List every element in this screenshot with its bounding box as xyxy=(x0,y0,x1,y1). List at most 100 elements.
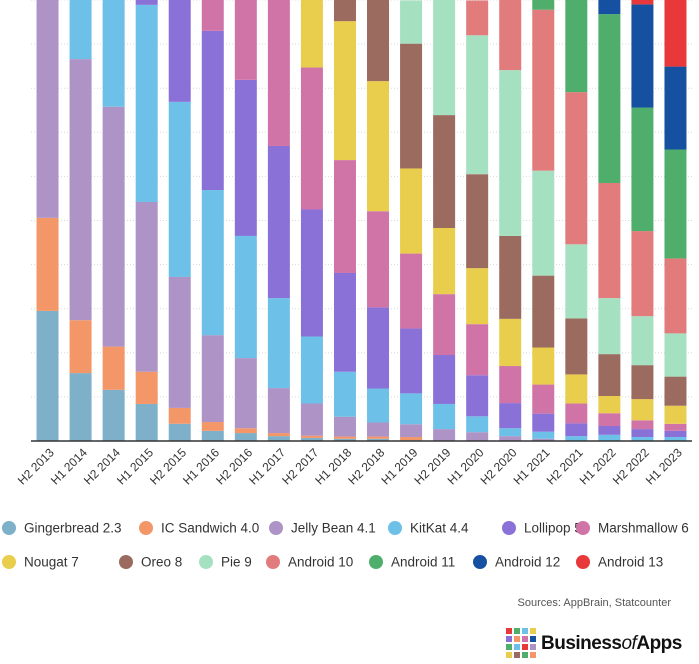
bar-segment xyxy=(69,59,92,321)
bar-segment xyxy=(598,183,621,299)
bar-segment xyxy=(367,307,390,389)
legend-marker xyxy=(576,521,590,535)
bar-segment xyxy=(201,30,224,191)
legend-marker xyxy=(2,555,16,569)
bar-segment xyxy=(433,355,456,404)
bar-segment xyxy=(367,422,390,437)
bar-segment xyxy=(168,276,191,408)
bar-segment xyxy=(598,396,621,414)
bar-segment xyxy=(565,0,588,93)
bar-segment xyxy=(532,413,555,432)
bar-segment xyxy=(201,430,224,441)
bar-segment xyxy=(664,0,687,67)
bar-segment xyxy=(631,4,654,108)
bar-segment xyxy=(333,21,356,161)
bar-segment xyxy=(532,438,555,441)
bar-segment xyxy=(598,434,621,441)
bar-segment xyxy=(135,403,158,441)
legend-label: Pie 9 xyxy=(221,555,252,570)
bar-segment xyxy=(499,428,522,437)
logo-part: Apps xyxy=(636,633,682,654)
bar-segment xyxy=(664,258,687,334)
legend-label: IC Sandwich 4.0 xyxy=(161,521,259,536)
legend-marker xyxy=(2,521,16,535)
bar-segment xyxy=(135,201,158,372)
bar-segment xyxy=(69,373,92,441)
bar-segment xyxy=(333,438,356,441)
bar-segment xyxy=(400,437,423,441)
bar-segment xyxy=(234,433,257,441)
bar-segment xyxy=(36,310,59,441)
bar-segment xyxy=(664,423,687,431)
bar-segment xyxy=(267,388,290,434)
bar-segment xyxy=(400,43,423,169)
bar-segment xyxy=(466,268,489,325)
legend-marker xyxy=(269,521,283,535)
bar-segment xyxy=(565,318,588,375)
bar-segment xyxy=(168,423,191,441)
bar-segment xyxy=(102,106,125,347)
bar-segment xyxy=(400,424,423,438)
bar-segment xyxy=(532,384,555,414)
bar-segment xyxy=(664,149,687,259)
bar-segment xyxy=(400,0,423,44)
legend-marker xyxy=(473,555,487,569)
bar-segment xyxy=(433,403,456,430)
bar-segment xyxy=(300,67,323,210)
bar-segment xyxy=(631,429,654,438)
legend-marker xyxy=(369,555,383,569)
legend-marker xyxy=(119,555,133,569)
bar-segment xyxy=(631,437,654,441)
bar-segment xyxy=(532,170,555,276)
legend-label: Marshmallow 6 xyxy=(598,521,689,536)
bar-segment xyxy=(135,4,158,202)
bar-segment xyxy=(532,347,555,385)
bar-segment xyxy=(664,430,687,438)
bar-segment xyxy=(598,298,621,355)
legend-label: Android 12 xyxy=(495,555,560,570)
logo-part: of xyxy=(621,633,638,654)
bar-segment xyxy=(400,328,423,394)
bar-segment xyxy=(201,422,224,431)
bar-segment xyxy=(565,403,588,424)
bar-segment xyxy=(367,436,390,439)
legend-marker xyxy=(502,521,516,535)
legend-label: Oreo 8 xyxy=(141,555,182,570)
bar-segment xyxy=(36,217,59,311)
legend-label: Nougat 7 xyxy=(24,555,79,570)
bar-segment xyxy=(333,0,356,22)
bar-segment xyxy=(631,420,654,430)
logo-text: BusinessofApps xyxy=(541,633,682,654)
bar-segment xyxy=(69,0,92,60)
bar-segment xyxy=(664,333,687,377)
bar-segment xyxy=(300,336,323,404)
bar-segment xyxy=(300,437,323,441)
source: Sources: AppBrain, Statcounter xyxy=(518,597,672,609)
bar-segment xyxy=(433,227,456,295)
bar-segment xyxy=(433,294,456,356)
bar-segment xyxy=(598,426,621,435)
bar-segment xyxy=(664,376,687,406)
bar-segment xyxy=(532,431,555,439)
bar-segment xyxy=(499,403,522,429)
bar-segment xyxy=(598,0,621,15)
bar-segment xyxy=(267,433,290,437)
bar-segment xyxy=(466,324,489,376)
bar-segment xyxy=(234,428,257,434)
bar-segment xyxy=(433,115,456,228)
bar-segment xyxy=(300,403,323,436)
bar-segment xyxy=(168,0,191,102)
legend-label: Android 11 xyxy=(391,555,455,570)
plot xyxy=(31,0,692,442)
bar-segment xyxy=(168,101,191,277)
bar-segment xyxy=(631,107,654,232)
bar-segment xyxy=(565,436,588,441)
legend-marker xyxy=(266,555,280,569)
legend-label: KitKat 4.4 xyxy=(410,521,469,536)
legend-label: Android 10 xyxy=(288,555,353,570)
bar-segment xyxy=(466,35,489,175)
bar-segment xyxy=(234,79,257,236)
logo-icon xyxy=(506,628,536,658)
bar-segment xyxy=(631,231,654,317)
bar-segment xyxy=(400,253,423,329)
